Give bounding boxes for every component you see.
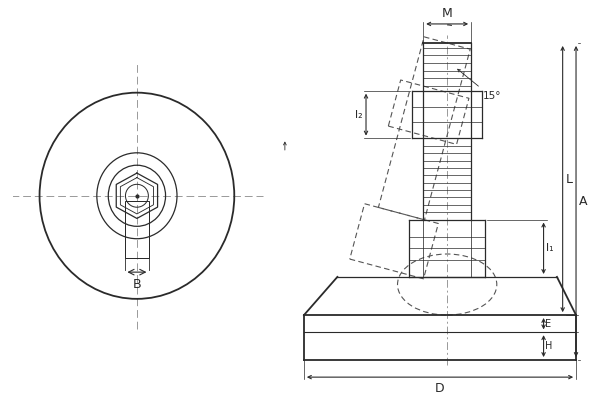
Text: B: B [133, 278, 141, 291]
Text: M: M [442, 7, 452, 20]
Text: A: A [579, 195, 587, 208]
Text: L: L [566, 172, 572, 186]
Text: 15°: 15° [482, 90, 501, 100]
Text: D: D [435, 382, 445, 395]
Text: l₁: l₁ [547, 243, 554, 253]
Text: E: E [545, 319, 551, 329]
Bar [125, 200, 149, 258]
Text: l₂: l₂ [355, 110, 362, 120]
Text: H: H [545, 341, 553, 351]
